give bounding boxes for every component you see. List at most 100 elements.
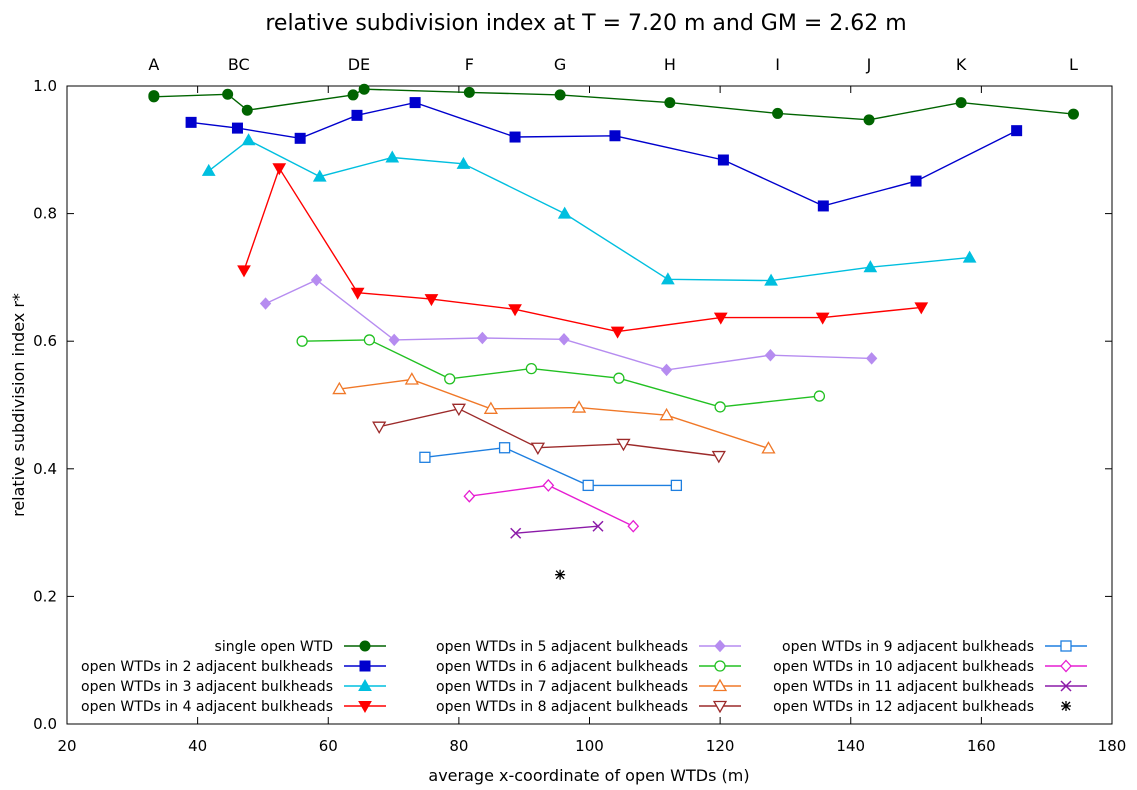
- data-point: [664, 97, 676, 109]
- data-point: [451, 403, 466, 417]
- data-point: [660, 363, 673, 377]
- legend-marker-sample: [359, 640, 371, 652]
- legend-marker-sample: [358, 678, 372, 691]
- series-line: [191, 101, 1017, 207]
- data-point: [351, 109, 363, 121]
- series-line: [339, 378, 769, 450]
- top-axis-label: BC: [228, 55, 250, 74]
- data-point: [358, 83, 370, 95]
- legend-label: open WTDs in 3 adjacent bulkheads: [81, 679, 333, 695]
- legend-label: open WTDs in 2 adjacent bulkheads: [81, 659, 333, 675]
- data-point: [863, 260, 878, 273]
- data-point: [571, 400, 587, 413]
- data-point: [463, 86, 475, 98]
- data-point: [347, 89, 359, 101]
- legend-label: open WTDs in 6 adjacent bulkheads: [436, 659, 688, 675]
- data-point: [813, 390, 826, 402]
- data-point: [476, 331, 489, 345]
- legend-entry: open WTDs in 6 adjacent bulkheads: [436, 659, 741, 675]
- legend-entry: open WTDs in 4 adjacent bulkheads: [81, 699, 386, 715]
- plot-area-frame: [66, 85, 1113, 725]
- data-point: [350, 287, 365, 300]
- legend-label: open WTDs in 12 adjacent bulkheads: [773, 699, 1034, 715]
- data-point: [592, 520, 604, 532]
- top-axis-label: K: [956, 55, 967, 74]
- x-tick-label: 20: [57, 737, 76, 755]
- data-point: [609, 130, 621, 142]
- data-point: [483, 401, 498, 414]
- data-point: [272, 163, 287, 176]
- legend-entry: open WTDs in 9 adjacent bulkheads: [782, 639, 1087, 655]
- data-point: [312, 169, 327, 182]
- series-7: [332, 372, 776, 454]
- series-3: [201, 133, 977, 286]
- y-tick-label: 0.0: [33, 715, 57, 733]
- x-tick-label: 40: [188, 737, 207, 755]
- data-point: [863, 114, 875, 126]
- legend-marker-sample: [1060, 659, 1072, 673]
- series-line: [153, 88, 1074, 121]
- data-point: [498, 442, 511, 454]
- legend-label: open WTDs in 8 adjacent bulkheads: [436, 699, 688, 715]
- data-point: [613, 372, 625, 384]
- data-point: [616, 438, 631, 452]
- data-point: [914, 302, 929, 315]
- y-tick-label: 0.8: [33, 205, 57, 223]
- legend-label: open WTDs in 11 adjacent bulkheads: [773, 679, 1034, 695]
- data-point: [444, 373, 456, 385]
- legend-entry: open WTDs in 7 adjacent bulkheads: [436, 678, 741, 695]
- data-point: [231, 122, 243, 134]
- data-point: [558, 333, 570, 346]
- y-tick-label: 1.0: [33, 77, 57, 95]
- y-tick-label: 0.2: [33, 587, 57, 605]
- data-point: [772, 107, 784, 119]
- legend-marker-sample: [1060, 640, 1072, 652]
- data-point: [404, 372, 419, 385]
- data-point: [388, 333, 400, 347]
- series-9: [419, 442, 683, 492]
- data-point: [456, 156, 471, 169]
- data-point: [817, 200, 829, 212]
- legend-entry: open WTDs in 3 adjacent bulkheads: [81, 678, 386, 695]
- data-point: [237, 265, 251, 278]
- legend-marker-sample: [712, 700, 728, 714]
- legend-marker-sample: [358, 701, 372, 714]
- data-point: [764, 348, 777, 362]
- data-point: [554, 89, 566, 101]
- data-point: [962, 250, 977, 263]
- data-point: [510, 527, 522, 539]
- x-tick-label: 180: [1098, 737, 1127, 755]
- series-6: [296, 334, 826, 413]
- top-axis-label: L: [1069, 55, 1078, 74]
- series-1: [148, 83, 1079, 126]
- data-point: [508, 304, 522, 317]
- data-point: [711, 450, 726, 464]
- data-point: [542, 478, 555, 492]
- legend: single open WTD open WTDs in 2 adjacent b…: [81, 639, 1087, 715]
- legend-label: open WTDs in 7 adjacent bulkheads: [436, 679, 688, 695]
- data-point: [610, 326, 625, 339]
- legend-label: single open WTD: [215, 639, 333, 655]
- data-point: [530, 442, 546, 456]
- data-point: [201, 163, 216, 176]
- data-point: [713, 312, 728, 325]
- data-point: [409, 97, 421, 109]
- data-point: [259, 297, 272, 310]
- x-tick-label: 80: [449, 737, 468, 755]
- top-axis-labels: A BC DE F G H I J K L: [148, 55, 1078, 74]
- series-10: [463, 478, 640, 533]
- series-layer: [148, 83, 1079, 580]
- top-axis-label: G: [554, 55, 566, 74]
- data-point: [424, 294, 439, 307]
- x-tick-label: 60: [319, 737, 338, 755]
- data-point: [419, 451, 431, 463]
- data-point: [555, 569, 566, 580]
- data-point: [294, 132, 306, 144]
- data-point: [241, 133, 256, 146]
- x-tick-label: 160: [967, 737, 996, 755]
- legend-marker-sample: [712, 678, 728, 692]
- series-2: [185, 97, 1023, 212]
- y-tick-label: 0.4: [33, 460, 57, 478]
- data-point: [185, 116, 197, 128]
- series-line: [302, 339, 820, 408]
